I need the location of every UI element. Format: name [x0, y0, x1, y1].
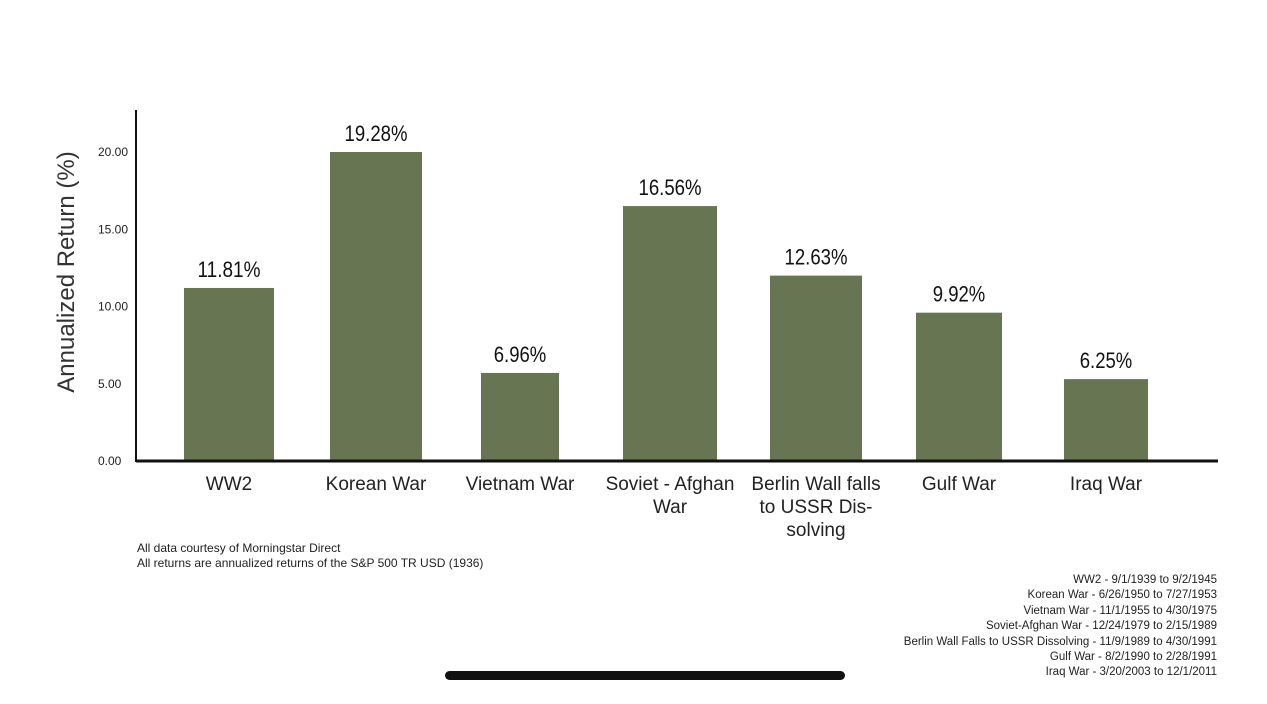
period-item: Korean War - 6/26/1950 to 7/27/1953	[1027, 589, 1217, 602]
source-note: All data courtesy of Morningstar Direct	[137, 541, 341, 555]
bar-data-label: 6.25%	[1080, 348, 1133, 373]
bar	[330, 152, 422, 461]
x-tick-label: solving	[786, 520, 845, 541]
bar	[770, 275, 862, 461]
bar-data-label: 9.92%	[933, 282, 986, 307]
x-tick-label: Iraq War	[1070, 474, 1143, 495]
bar-data-label: 11.81%	[198, 257, 261, 282]
x-tick-label: WW2	[206, 474, 252, 495]
x-tick-label: Vietnam War	[466, 474, 575, 495]
x-tick-label: to USSR Dis-	[760, 497, 873, 518]
period-item: Vietnam War - 11/1/1955 to 4/30/1975	[1023, 604, 1218, 617]
x-tick-label: Gulf War	[922, 474, 997, 495]
war-periods-list: WW2 - 9/1/1939 to 9/2/1945 Korean War - …	[904, 573, 1217, 681]
x-tick-label: Berlin Wall falls	[751, 474, 880, 495]
bar	[916, 312, 1002, 461]
bar	[481, 372, 559, 461]
y-tick-label: 10.00	[98, 300, 128, 314]
period-item: WW2 - 9/1/1939 to 9/2/1945	[1073, 574, 1217, 586]
bar-data-label: 6.96%	[494, 342, 547, 367]
y-tick-label: 0.00	[98, 454, 122, 468]
y-tick-label: 20.00	[98, 145, 128, 159]
y-axis-label: Annualized Return (%)	[53, 151, 80, 392]
home-indicator[interactable]	[445, 671, 845, 680]
bar-data-label: 12.63%	[785, 245, 848, 270]
period-item: Gulf War - 8/2/1990 to 2/28/1991	[1049, 651, 1217, 664]
bar	[184, 287, 274, 461]
y-tick-label: 5.00	[98, 377, 122, 391]
bar-data-label: 16.56%	[639, 175, 702, 200]
bar-chart: Annualized Return (%) 0.00 5.00 10.00 15.00 2…	[53, 110, 1218, 541]
y-tick-label: 15.00	[98, 222, 128, 236]
x-tick-label: War	[653, 497, 688, 518]
period-item: Soviet-Afghan War - 12/24/1979 to 2/15/1…	[985, 620, 1217, 633]
period-item: Iraq War - 3/20/2003 to 12/1/2011	[1045, 666, 1217, 679]
source-note: All returns are annualized returns of th…	[137, 556, 484, 570]
bar-data-label: 19.28%	[345, 121, 408, 146]
period-item: Berlin Wall Falls to USSR Dissolving - 1…	[903, 635, 1217, 648]
x-tick-label: Soviet - Afghan	[606, 474, 735, 495]
source-notes: All data courtesy of Morningstar Direct …	[137, 541, 483, 571]
bar	[623, 206, 717, 461]
x-tick-label: Korean War	[326, 474, 427, 495]
bar	[1064, 379, 1148, 461]
